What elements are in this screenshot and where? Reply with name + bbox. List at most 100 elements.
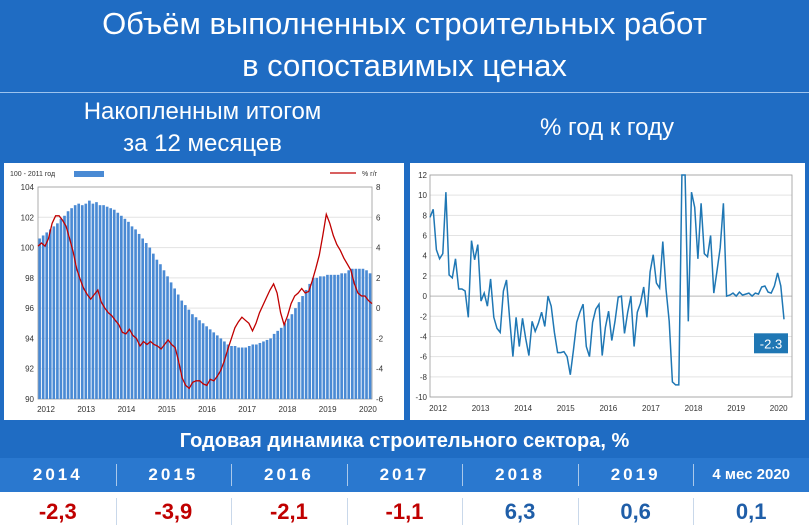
- bar: [144, 243, 148, 399]
- bar: [77, 203, 81, 399]
- bar: [308, 283, 311, 399]
- summary-value: 6,3: [504, 499, 536, 524]
- bar: [247, 346, 251, 399]
- cumulative-chart: 90 92 94 96 98 100 102 104 -6 -4 -2 0 2 4 6 8 2012 2013 20…: [10, 171, 384, 414]
- x-tick-label: 2016: [599, 404, 617, 413]
- left-subtitle-line-2: за 12 месяцев: [123, 130, 282, 157]
- bar: [365, 270, 368, 399]
- slide-title: Объём выполненных строительных работ в с…: [0, 0, 809, 92]
- bar: [358, 268, 361, 399]
- bar: [187, 309, 191, 399]
- summary-value: -2,1: [269, 499, 308, 524]
- bar: [166, 276, 169, 399]
- yoy-chart-panel: -10 -8 -6 -4 -2 0 2 4 6 8 10 12 2012 2013 2014 2015 2016…: [410, 163, 805, 420]
- x-tick-label: 2020: [359, 405, 377, 414]
- bar: [66, 211, 70, 399]
- column-separator: [115, 498, 117, 525]
- bar: [205, 326, 208, 399]
- plot-frame: [37, 186, 373, 400]
- left-y-tick-label: 94: [25, 334, 34, 343]
- right-y-tick-label: -6: [376, 395, 384, 404]
- y-tick-label: 12: [418, 171, 427, 180]
- yoy-line: [429, 174, 785, 386]
- left-subtitle: Накопленным итогом за 12 месяцев: [0, 96, 405, 160]
- legend-line-label: % г/г: [362, 171, 378, 178]
- bar: [322, 276, 326, 399]
- column-separator: [231, 498, 233, 525]
- bar: [233, 346, 237, 399]
- left-y-tick-label: 104: [21, 183, 35, 192]
- bar: [237, 347, 240, 399]
- summary-year: 2014: [32, 465, 83, 484]
- column-separator: [462, 464, 464, 486]
- right-y-tick-label: -4: [376, 365, 384, 374]
- left-y-tick-label: 100: [21, 244, 35, 253]
- bar: [326, 274, 329, 399]
- bar: [134, 229, 137, 399]
- y-tick-label: 2: [423, 272, 428, 281]
- x-tick-label: 2018: [279, 405, 297, 414]
- yoy-line: [37, 211, 373, 390]
- bar: [41, 235, 45, 399]
- bar: [194, 317, 198, 399]
- bar: [63, 215, 66, 399]
- bar: [340, 273, 343, 399]
- left-y-tick-label: 90: [25, 395, 34, 404]
- bar: [173, 288, 176, 399]
- bar: [180, 300, 184, 399]
- right-y-tick-label: 8: [376, 183, 381, 192]
- title-line-1: Объём выполненных строительных работ: [102, 6, 707, 41]
- bar: [361, 268, 365, 399]
- y-tick-label: 8: [423, 211, 428, 220]
- title-line-2: в сопоставимых ценах: [242, 48, 567, 83]
- plot-frame: [429, 174, 793, 398]
- summary-year: 2016: [264, 465, 314, 484]
- summary-heading: Годовая динамика строительного сектора, …: [0, 424, 809, 458]
- bar: [265, 339, 269, 399]
- bar: [240, 347, 244, 399]
- bar: [48, 229, 52, 399]
- bar: [297, 302, 301, 399]
- column-separator: [577, 498, 579, 525]
- bar: [70, 208, 73, 399]
- bar: [88, 200, 91, 399]
- bar: [350, 268, 354, 399]
- bar: [201, 323, 205, 399]
- bar: [105, 206, 109, 399]
- column-separator: [115, 464, 117, 486]
- bar: [148, 247, 152, 399]
- bar: [269, 338, 272, 399]
- bar: [102, 205, 105, 399]
- right-y-tick-label: -2: [376, 334, 384, 343]
- x-tick-label: 2017: [238, 405, 256, 414]
- y-tick-label: -8: [420, 373, 428, 382]
- bar: [262, 341, 265, 399]
- x-tick-label: 2014: [514, 404, 532, 413]
- bar: [290, 314, 294, 399]
- bar: [272, 333, 276, 399]
- bar: [98, 205, 102, 399]
- y-tick-label: -4: [420, 332, 428, 341]
- x-tick-label: 2015: [557, 404, 575, 413]
- bar: [294, 308, 297, 399]
- column-separator: [346, 464, 348, 486]
- x-tick-label: 2019: [319, 405, 337, 414]
- summary-value: -2,3: [38, 499, 77, 524]
- y-tick-label: -10: [415, 393, 427, 402]
- bar: [109, 208, 113, 399]
- column-separator: [462, 498, 464, 525]
- bar: [329, 274, 333, 399]
- y-tick-label: 6: [423, 232, 428, 241]
- column-separator: [693, 498, 695, 525]
- x-tick-label: 2012: [429, 404, 447, 413]
- bar: [155, 259, 159, 399]
- bar: [84, 203, 88, 399]
- bar: [159, 264, 162, 399]
- x-tick-label: 2014: [118, 405, 136, 414]
- bar: [287, 318, 290, 399]
- x-tick-label: 2017: [642, 404, 660, 413]
- bar: [191, 314, 194, 399]
- bar: [80, 205, 84, 399]
- bar: [73, 205, 77, 399]
